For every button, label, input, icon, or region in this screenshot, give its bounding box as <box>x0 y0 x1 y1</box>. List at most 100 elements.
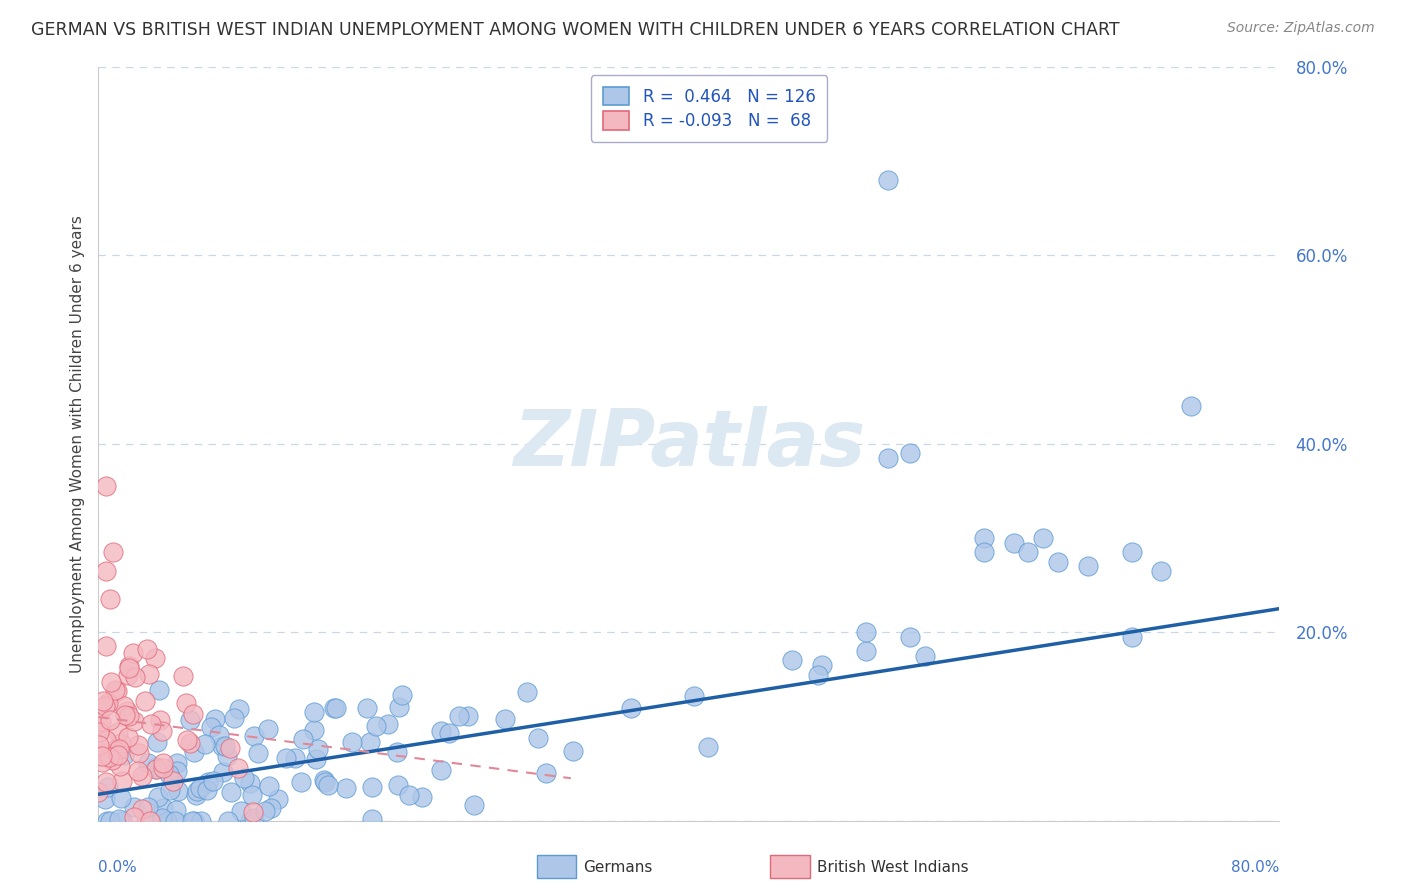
Point <box>292 732 315 747</box>
Point <box>152 801 174 815</box>
Point <box>290 774 312 789</box>
Legend: R =  0.464   N = 126, R = -0.093   N =  68: R = 0.464 N = 126, R = -0.093 N = 68 <box>591 75 827 142</box>
Point <box>391 689 413 703</box>
Point <box>138 666 160 681</box>
Point <box>242 805 264 819</box>
Point <box>318 778 340 792</box>
Point <box>127 738 149 752</box>
Point <box>411 790 433 805</box>
Point <box>211 739 233 753</box>
Point <box>94 640 117 654</box>
Point <box>973 531 995 545</box>
Point <box>105 684 128 698</box>
Point <box>387 746 409 760</box>
Point <box>118 659 141 673</box>
Point <box>257 780 280 794</box>
Point <box>377 717 399 731</box>
Point <box>494 712 516 726</box>
Point <box>1046 555 1070 569</box>
Point <box>322 701 344 715</box>
Point <box>104 682 127 697</box>
Point <box>194 737 217 751</box>
Point <box>221 785 243 799</box>
Text: British West Indians: British West Indians <box>817 860 969 874</box>
Point <box>90 714 112 728</box>
Point <box>1121 630 1143 644</box>
Point <box>877 173 900 187</box>
Point <box>97 696 120 710</box>
Point <box>94 746 117 760</box>
Point <box>211 765 233 780</box>
Point <box>176 733 198 747</box>
Point <box>94 699 117 714</box>
Point <box>112 699 135 714</box>
Point <box>429 763 451 777</box>
Point <box>195 783 218 797</box>
Point <box>207 728 229 742</box>
Point <box>218 740 240 755</box>
Point <box>87 720 110 734</box>
Point <box>159 782 181 797</box>
Point <box>180 814 202 828</box>
Point <box>139 717 162 731</box>
Point <box>107 725 129 739</box>
Point <box>107 747 129 762</box>
Point <box>973 545 995 559</box>
Point <box>117 667 139 681</box>
Point <box>183 814 205 828</box>
Point <box>388 699 411 714</box>
Point <box>429 723 451 738</box>
Point <box>166 764 188 778</box>
Point <box>527 731 550 745</box>
Point <box>107 742 129 756</box>
Point <box>215 749 238 764</box>
Point <box>162 774 184 789</box>
Point <box>165 803 187 817</box>
Point <box>91 694 114 708</box>
Point <box>186 788 208 802</box>
Point <box>117 709 139 723</box>
Point <box>222 711 245 725</box>
Point <box>387 778 409 792</box>
Point <box>94 792 117 806</box>
Point <box>356 700 378 714</box>
Point <box>103 545 125 559</box>
Point <box>149 713 172 727</box>
Point <box>855 625 877 640</box>
Point <box>145 760 167 774</box>
Point <box>307 742 329 756</box>
Point <box>112 747 135 762</box>
Point <box>204 712 226 726</box>
Text: 0.0%: 0.0% <box>98 860 138 874</box>
Point <box>97 749 120 764</box>
Point <box>145 763 167 777</box>
Point <box>200 720 222 734</box>
Point <box>146 735 169 749</box>
Text: Germans: Germans <box>583 860 652 874</box>
Point <box>1018 545 1040 559</box>
Point <box>1121 545 1143 559</box>
Point <box>325 701 347 715</box>
Point <box>186 783 208 797</box>
Point <box>810 658 832 673</box>
Point <box>87 738 110 752</box>
Text: 80.0%: 80.0% <box>1232 860 1279 874</box>
Point <box>696 740 718 755</box>
Point <box>240 789 263 803</box>
Point <box>243 729 266 743</box>
Point <box>96 814 118 828</box>
Point <box>274 751 297 765</box>
Point <box>190 814 212 828</box>
Point <box>201 773 224 788</box>
Point <box>136 800 159 814</box>
Point <box>173 669 195 683</box>
Point <box>314 775 336 789</box>
Point <box>131 802 153 816</box>
Point <box>179 736 201 750</box>
Point <box>181 707 204 722</box>
Point <box>782 653 804 667</box>
Point <box>117 704 139 718</box>
Point <box>232 772 254 786</box>
Point <box>1032 531 1054 545</box>
Point <box>124 670 146 684</box>
